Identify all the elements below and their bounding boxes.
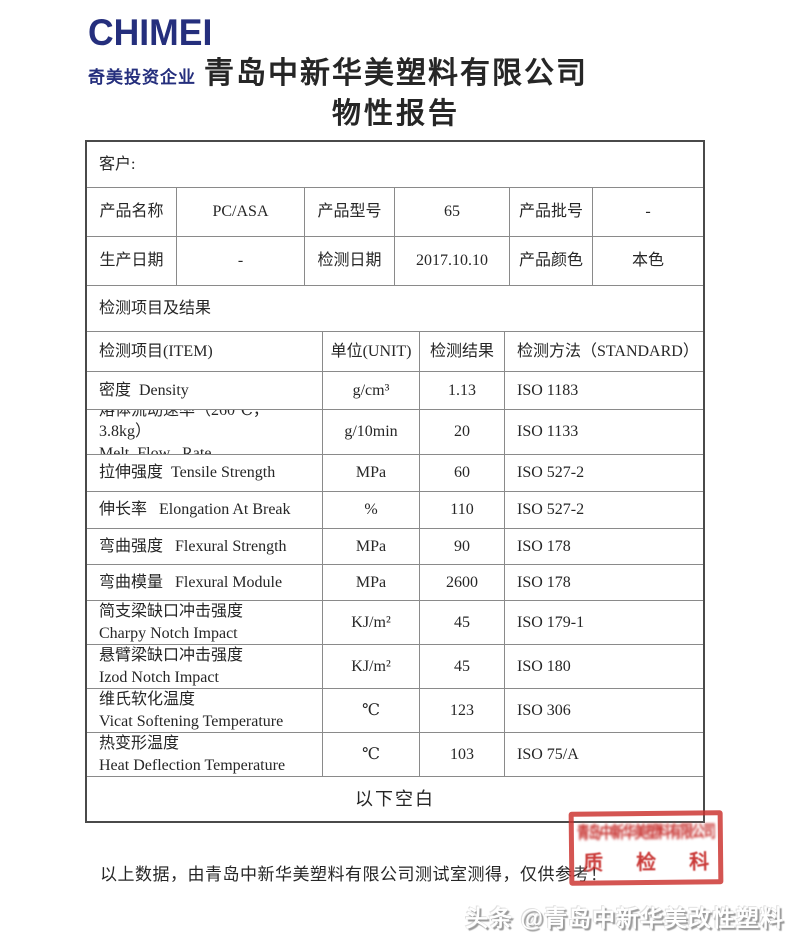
product-info-row-2: 生产日期 - 检测日期 2017.10.10 产品颜色 本色	[87, 237, 703, 286]
report-title: 物性报告	[331, 98, 460, 130]
production-date-label: 生产日期	[87, 237, 177, 285]
result-cell: 45	[420, 601, 505, 644]
product-model-label: 产品型号	[305, 188, 395, 236]
customer-label: 客户:	[99, 155, 136, 173]
table-row-elongation: 伸长率 Elongation At Break % 110 ISO 527-2	[87, 492, 703, 529]
chimei-logo-text: CHIMEI	[88, 12, 213, 53]
table-row-tensile: 拉伸强度 Tensile Strength MPa 60 ISO 527-2	[87, 455, 703, 492]
product-model-value: 65	[395, 188, 510, 236]
standard-cell: ISO 1133	[517, 423, 579, 441]
item-cell: 熔体流动速率（260℃，3.8kg） Melt Flow Rate	[87, 410, 323, 454]
chimei-logo: CHIMEI 奇美投资企业	[88, 14, 218, 88]
standard-cell: ISO 178	[517, 537, 571, 555]
table-row-melt-flow: 熔体流动速率（260℃，3.8kg） Melt Flow Rate g/10mi…	[87, 410, 703, 455]
standard-cell: ISO 180	[517, 657, 571, 675]
standard-cell: ISO 179-1	[517, 613, 585, 631]
product-name-value: PC/ASA	[177, 188, 305, 236]
item-cell: 悬臂梁缺口冲击强度 Izod Notch Impact	[87, 645, 323, 688]
standard-cell: ISO 527-2	[517, 501, 585, 519]
header-unit: 单位(UNIT)	[323, 332, 420, 371]
unit-cell: ℃	[323, 733, 420, 776]
report-title-block: 青岛中新华美塑料有限公司 物性报告	[0, 56, 792, 132]
result-cell: 60	[420, 455, 505, 491]
production-date-value: -	[177, 237, 305, 285]
stamp-department-line: 质 检 科	[583, 850, 724, 875]
standard-cell: ISO 75/A	[517, 745, 579, 763]
table-row-vicat: 维氏软化温度 Vicat Softening Temperature ℃ 123…	[87, 689, 703, 733]
header-item: 检测项目(ITEM)	[87, 332, 323, 371]
unit-cell: g/cm³	[323, 372, 420, 409]
standard-cell: ISO 1183	[517, 381, 579, 399]
stamp-company-line: 青岛中新华美塑料有限公司	[576, 821, 715, 843]
table-row-charpy: 简支梁缺口冲击强度 Charpy Notch Impact KJ/m² 45 I…	[87, 601, 703, 645]
unit-cell: MPa	[323, 529, 420, 564]
item-cell: 弯曲强度 Flexural Strength	[87, 529, 323, 564]
result-cell: 103	[420, 733, 505, 776]
result-cell: 90	[420, 529, 505, 564]
section-title-row: 检测项目及结果	[87, 286, 703, 332]
product-name-label: 产品名称	[87, 188, 177, 236]
table-row-hdt: 热变形温度 Heat Deflection Temperature ℃ 103 …	[87, 733, 703, 777]
results-header-row: 检测项目(ITEM) 单位(UNIT) 检测结果 检测方法（STANDARD）	[87, 332, 703, 372]
unit-cell: KJ/m²	[323, 645, 420, 688]
test-date-value: 2017.10.10	[395, 237, 510, 285]
item-cell: 密度 Density	[87, 372, 323, 409]
item-cell: 简支梁缺口冲击强度 Charpy Notch Impact	[87, 601, 323, 644]
item-cell: 热变形温度 Heat Deflection Temperature	[87, 733, 323, 776]
standard-cell: ISO 527-2	[517, 464, 585, 482]
product-info-row-1: 产品名称 PC/ASA 产品型号 65 产品批号 -	[87, 188, 703, 237]
report-table: 客户: 产品名称 PC/ASA 产品型号 65 产品批号 - 生产日期 - 检测…	[85, 140, 705, 823]
blank-below-row: 以下空白	[87, 777, 703, 821]
toutiao-watermark: 头条 @青岛中新华美改性塑料	[465, 905, 784, 931]
table-row-flexural-module: 弯曲模量 Flexural Module MPa 2600 ISO 178	[87, 565, 703, 601]
result-cell: 2600	[420, 565, 505, 600]
result-cell: 45	[420, 645, 505, 688]
table-row-density: 密度 Density g/cm³ 1.13 ISO 1183	[87, 372, 703, 410]
test-date-label: 检测日期	[305, 237, 395, 285]
result-cell: 110	[420, 492, 505, 528]
table-row-flexural-strength: 弯曲强度 Flexural Strength MPa 90 ISO 178	[87, 529, 703, 565]
unit-cell: ℃	[323, 689, 420, 732]
product-color-label: 产品颜色	[510, 237, 593, 285]
product-color-value: 本色	[631, 252, 664, 270]
unit-cell: KJ/m²	[323, 601, 420, 644]
footer-note: 以上数据，由青岛中新华美塑料有限公司测试室测得，仅供参考！	[100, 865, 608, 884]
customer-row: 客户:	[87, 142, 703, 188]
item-cell: 维氏软化温度 Vicat Softening Temperature	[87, 689, 323, 732]
unit-cell: g/10min	[323, 410, 420, 454]
product-batch-label: 产品批号	[510, 188, 593, 236]
result-cell: 1.13	[420, 372, 505, 409]
item-cell: 拉伸强度 Tensile Strength	[87, 455, 323, 491]
chimei-logo-subtext: 奇美投资企业	[88, 68, 196, 87]
unit-cell: MPa	[323, 455, 420, 491]
unit-cell: %	[323, 492, 420, 528]
unit-cell: MPa	[323, 565, 420, 600]
company-title: 青岛中新华美塑料有限公司	[204, 57, 588, 90]
standard-cell: ISO 178	[517, 573, 571, 591]
section-title: 检测项目及结果	[99, 299, 212, 317]
result-cell: 123	[420, 689, 505, 732]
item-cell: 弯曲模量 Flexural Module	[87, 565, 323, 600]
result-cell: 20	[420, 410, 505, 454]
header-result: 检测结果	[420, 332, 505, 371]
blank-below-label: 以下空白	[355, 788, 435, 809]
item-cell: 伸长率 Elongation At Break	[87, 492, 323, 528]
table-row-izod: 悬臂梁缺口冲击强度 Izod Notch Impact KJ/m² 45 ISO…	[87, 645, 703, 689]
standard-cell: ISO 306	[517, 701, 571, 719]
header-standard: 检测方法（STANDARD）	[517, 342, 699, 360]
product-batch-value: -	[645, 203, 651, 221]
quality-inspection-stamp: 青岛中新华美塑料有限公司 质 检 科	[568, 810, 724, 886]
